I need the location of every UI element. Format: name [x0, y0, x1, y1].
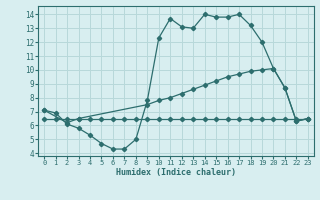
X-axis label: Humidex (Indice chaleur): Humidex (Indice chaleur) — [116, 168, 236, 177]
